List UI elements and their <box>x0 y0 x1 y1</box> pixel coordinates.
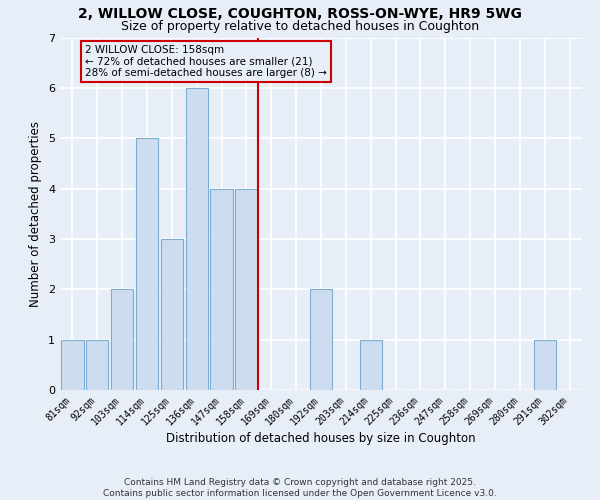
Text: Size of property relative to detached houses in Coughton: Size of property relative to detached ho… <box>121 20 479 33</box>
Bar <box>310 290 332 390</box>
Bar <box>111 290 133 390</box>
Bar <box>61 340 83 390</box>
Bar <box>211 188 233 390</box>
Text: 2 WILLOW CLOSE: 158sqm
← 72% of detached houses are smaller (21)
28% of semi-det: 2 WILLOW CLOSE: 158sqm ← 72% of detached… <box>85 45 327 78</box>
Y-axis label: Number of detached properties: Number of detached properties <box>29 120 43 306</box>
Text: 2, WILLOW CLOSE, COUGHTON, ROSS-ON-WYE, HR9 5WG: 2, WILLOW CLOSE, COUGHTON, ROSS-ON-WYE, … <box>78 8 522 22</box>
Bar <box>161 239 183 390</box>
Bar <box>185 88 208 390</box>
X-axis label: Distribution of detached houses by size in Coughton: Distribution of detached houses by size … <box>166 432 476 446</box>
Bar <box>235 188 257 390</box>
Bar <box>359 340 382 390</box>
Bar <box>86 340 109 390</box>
Bar <box>533 340 556 390</box>
Bar <box>136 138 158 390</box>
Text: Contains HM Land Registry data © Crown copyright and database right 2025.
Contai: Contains HM Land Registry data © Crown c… <box>103 478 497 498</box>
